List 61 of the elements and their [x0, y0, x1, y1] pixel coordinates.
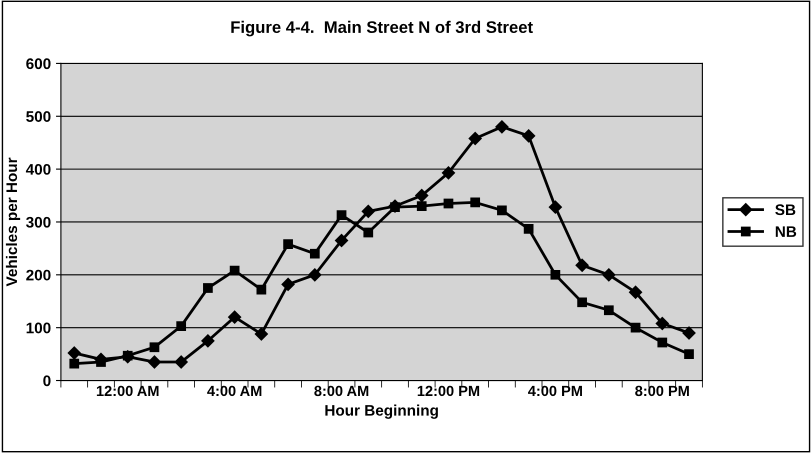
point	[684, 349, 694, 359]
point	[256, 284, 266, 294]
point	[577, 297, 587, 308]
point	[228, 310, 242, 324]
point	[548, 200, 562, 214]
point	[310, 248, 320, 259]
y-tick-label: 500	[26, 111, 51, 122]
y-axis-title: Vehicles per Hour	[6, 158, 20, 286]
point	[334, 234, 348, 248]
y-tick-label: 400	[26, 164, 51, 175]
point	[150, 342, 160, 352]
point	[96, 357, 106, 367]
point	[442, 166, 456, 180]
x-axis-title: Hour Beginning	[325, 404, 438, 419]
point	[602, 268, 616, 282]
point	[176, 321, 186, 331]
point	[69, 358, 80, 368]
point	[604, 305, 614, 316]
point	[363, 228, 374, 238]
y-tick-label: 200	[26, 270, 51, 281]
point	[470, 198, 480, 208]
point	[283, 239, 293, 250]
point	[282, 278, 295, 291]
point	[201, 334, 214, 348]
point	[415, 188, 428, 202]
x-tick-label: 4:00 PM	[528, 386, 582, 396]
point	[148, 355, 162, 369]
chart-title: Figure 4-4. Main Street N of 3rd Street	[231, 20, 533, 36]
point	[628, 286, 642, 299]
legend-label: SB	[775, 204, 796, 216]
point	[630, 322, 640, 333]
x-tick-label: 4:00 AM	[207, 386, 262, 396]
point	[656, 316, 669, 330]
point	[468, 132, 482, 146]
x-tick-label: 8:00 AM	[314, 386, 368, 396]
x-tick-label: 12:00 PM	[418, 386, 480, 396]
point	[308, 268, 322, 282]
point	[174, 355, 188, 369]
y-tick-label: 0	[43, 375, 51, 386]
point	[203, 283, 213, 293]
x-tick-label: 8:00 PM	[635, 386, 689, 396]
point	[416, 201, 427, 211]
y-tick-label: 600	[26, 58, 51, 70]
point	[682, 326, 696, 340]
y-tick-label: 100	[26, 322, 51, 334]
point	[657, 338, 668, 348]
legend-label: NB	[776, 226, 796, 237]
x-tick-label: 12:00 AM	[96, 386, 158, 396]
point	[522, 129, 536, 142]
point	[362, 204, 375, 218]
point	[68, 346, 81, 360]
point	[230, 266, 240, 276]
point	[495, 120, 509, 134]
point	[444, 198, 454, 208]
point	[254, 327, 268, 341]
point	[550, 270, 560, 280]
y-tick-label: 300	[26, 216, 51, 228]
point	[497, 205, 507, 216]
point	[336, 210, 346, 220]
point	[576, 258, 589, 272]
point	[524, 224, 534, 234]
